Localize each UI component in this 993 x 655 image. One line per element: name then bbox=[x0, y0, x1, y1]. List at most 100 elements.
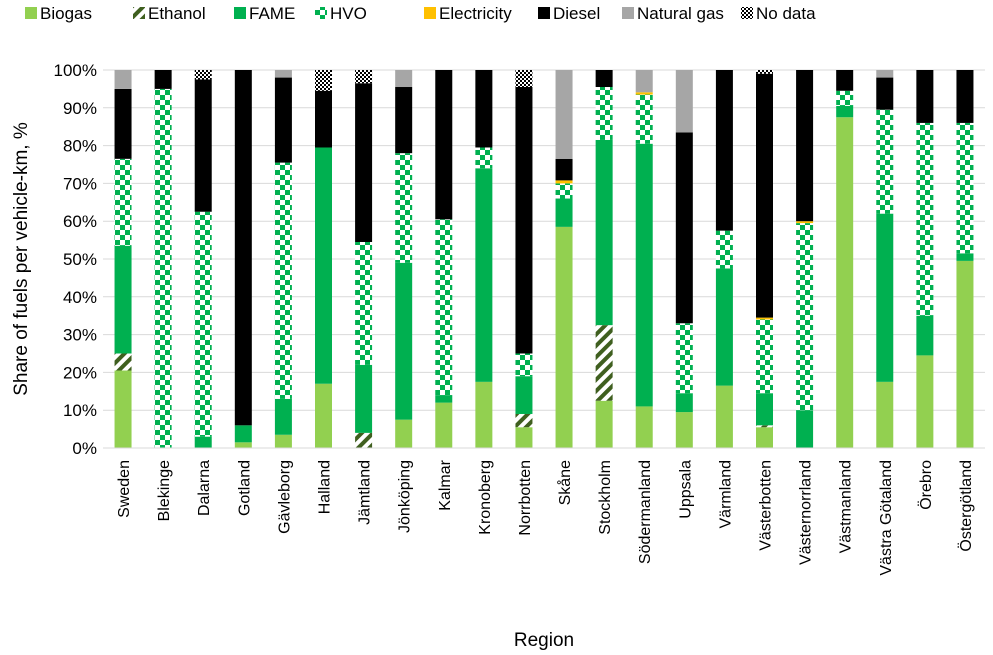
x-tick-label: Skåne bbox=[556, 460, 574, 505]
bar-segment-fame-ostergotland bbox=[956, 253, 974, 261]
bar-segment-fame-vasterbotten bbox=[756, 393, 773, 426]
bar-segment-fame-sodermanland bbox=[635, 143, 653, 407]
bar-segment-hvo-sodermanland bbox=[635, 94, 653, 144]
bar-segment-fame-halland bbox=[315, 147, 332, 384]
bar-segment-hvo-varmland bbox=[715, 230, 733, 269]
bar-segment-fame-orebro bbox=[916, 315, 934, 356]
x-tick-label: Halland bbox=[317, 460, 334, 514]
x-tick-label: Västernorrland bbox=[798, 460, 815, 565]
bar-segment-diesel-jamtland bbox=[355, 83, 373, 242]
x-tick-label: Blekinge bbox=[156, 460, 173, 521]
bar-segment-fame-kalmar bbox=[435, 395, 453, 403]
bar-segment-biogas-halland bbox=[315, 383, 332, 448]
bar-segment-hvo-uppsala bbox=[675, 323, 693, 394]
x-axis-ticks: Sweden Blekinge Dalarna Gotland Gävleborg Hal… bbox=[116, 459, 975, 575]
x-tick-label: Västmanland bbox=[838, 460, 855, 553]
bar-segment-natural-gas-uppsala bbox=[675, 70, 693, 133]
bar-segment-biogas-gavleborg bbox=[274, 434, 292, 448]
bar-segment-diesel-norrbotten bbox=[515, 87, 533, 354]
bar-segment-fame-jamtland bbox=[355, 364, 373, 433]
legend-label-ethanol: Ethanol bbox=[148, 4, 206, 23]
bar-segment-electricity-vasternorrland bbox=[796, 221, 814, 224]
bar-segment-fame-kronoberg bbox=[475, 168, 493, 382]
bar-segment-ethanol-sweden bbox=[114, 353, 132, 371]
bar-segment-biogas-jonkoping bbox=[395, 419, 413, 448]
x-tick-label: Norrbotten bbox=[517, 460, 534, 536]
bar-segment-natural-gas-sweden bbox=[114, 70, 132, 89]
y-tick-label: 70% bbox=[63, 174, 97, 193]
bar-segment-diesel-kalmar bbox=[435, 70, 453, 220]
bar-segment-hvo-kalmar bbox=[435, 219, 453, 396]
bar-segment-diesel-uppsala bbox=[675, 132, 693, 324]
x-tick-label: Gävleborg bbox=[276, 460, 293, 534]
bar-segment-fame-uppsala bbox=[675, 393, 693, 413]
bar-segment-natural-gas-jonkoping bbox=[395, 70, 413, 88]
bar-segment-diesel-sweden bbox=[114, 88, 132, 159]
bar-segment-hvo-stockholm bbox=[595, 87, 613, 140]
legend-swatch-electricity bbox=[424, 7, 436, 19]
bar-segment-hvo-skane bbox=[555, 183, 573, 199]
bar-segment-biogas-vasterbotten bbox=[756, 427, 773, 448]
y-tick-label: 40% bbox=[63, 288, 97, 307]
bar-segment-biogas-vastra-gotaland bbox=[876, 381, 894, 448]
bar-segment-hvo-dalarna bbox=[194, 211, 212, 437]
y-tick-label: 90% bbox=[63, 99, 97, 118]
bar-segment-fame-norrbotten bbox=[515, 376, 533, 414]
x-axis-title: Region bbox=[514, 630, 574, 651]
bar-segment-diesel-vasterbotten bbox=[756, 73, 773, 318]
bar-segment-biogas-gotland bbox=[234, 442, 252, 448]
bar-segment-diesel-vastra-gotaland bbox=[876, 77, 894, 110]
bar-segment-hvo-gavleborg bbox=[274, 162, 292, 399]
bar-segment-fame-jonkoping bbox=[395, 262, 413, 420]
bar-segment-ethanol-vasterbotten bbox=[756, 425, 773, 428]
bar-segment-diesel-jonkoping bbox=[395, 87, 413, 154]
legend: Biogas Ethanol FAME HVO Electricity Diesel Nat… bbox=[25, 4, 816, 23]
bar-segment-electricity-sodermanland bbox=[635, 92, 653, 95]
bar-segment-ethanol-norrbotten bbox=[515, 413, 533, 428]
bar-segment-natural-gas-vastra-gotaland bbox=[876, 70, 894, 78]
x-tick-label: Värmland bbox=[717, 460, 734, 528]
y-tick-label: 20% bbox=[63, 363, 97, 382]
bar-segment-hvo-norrbotten bbox=[515, 353, 533, 377]
x-tick-label: Östergötland bbox=[957, 460, 975, 552]
bar-segment-biogas-sweden bbox=[114, 370, 132, 448]
y-tick-label: 80% bbox=[63, 137, 97, 156]
bar-segment-diesel-dalarna bbox=[194, 79, 212, 212]
x-tick-label: Stockholm bbox=[597, 460, 614, 535]
legend-swatch-hvo bbox=[315, 7, 327, 19]
bar-segment-diesel-halland bbox=[315, 90, 332, 148]
bar-segment-hvo-sweden bbox=[114, 158, 132, 246]
x-tick-label: Örebro bbox=[917, 460, 935, 510]
legend-label-diesel: Diesel bbox=[553, 4, 600, 23]
bar-segment-no-data-halland bbox=[315, 70, 332, 91]
bar-segment-ethanol-jamtland bbox=[355, 432, 373, 448]
bar-segment-no-data-jamtland bbox=[355, 70, 373, 84]
bar-segment-diesel-kronoberg bbox=[475, 70, 493, 148]
bar-segment-biogas-varmland bbox=[715, 385, 733, 448]
bar-segment-fame-sweden bbox=[114, 245, 132, 354]
bar-segment-hvo-vasternorrland bbox=[796, 223, 814, 411]
bar-segment-hvo-vastmanland bbox=[836, 90, 854, 106]
legend-swatch-natural-gas bbox=[622, 7, 634, 19]
bars bbox=[114, 70, 974, 449]
x-tick-label: Södermanland bbox=[637, 460, 654, 564]
bar-segment-biogas-norrbotten bbox=[515, 427, 533, 448]
bar-segment-hvo-vasterbotten bbox=[756, 319, 773, 394]
bar-segment-biogas-ostergotland bbox=[956, 260, 974, 448]
x-tick-label: Uppsala bbox=[677, 460, 694, 519]
legend-label-hvo: HVO bbox=[330, 4, 367, 23]
bar-segment-no-data-dalarna bbox=[194, 70, 212, 80]
bar-segment-diesel-skane bbox=[555, 158, 573, 181]
bar-segment-biogas-kalmar bbox=[435, 402, 453, 448]
legend-label-natural-gas: Natural gas bbox=[637, 4, 724, 23]
y-tick-label: 30% bbox=[63, 326, 97, 345]
x-tick-label: Västerbotten bbox=[758, 460, 775, 551]
legend-swatch-fame bbox=[234, 7, 246, 19]
bar-segment-diesel-ostergotland bbox=[956, 70, 974, 123]
bar-segment-fame-vastra-gotaland bbox=[876, 213, 894, 382]
bar-segment-natural-gas-sodermanland bbox=[635, 70, 653, 93]
y-axis-title: Share of fuels per vehicle-km, % bbox=[11, 122, 32, 396]
bar-segment-fame-vastmanland bbox=[836, 105, 854, 118]
bar-segment-hvo-orebro bbox=[916, 122, 934, 316]
bar-segment-hvo-jamtland bbox=[355, 241, 373, 365]
